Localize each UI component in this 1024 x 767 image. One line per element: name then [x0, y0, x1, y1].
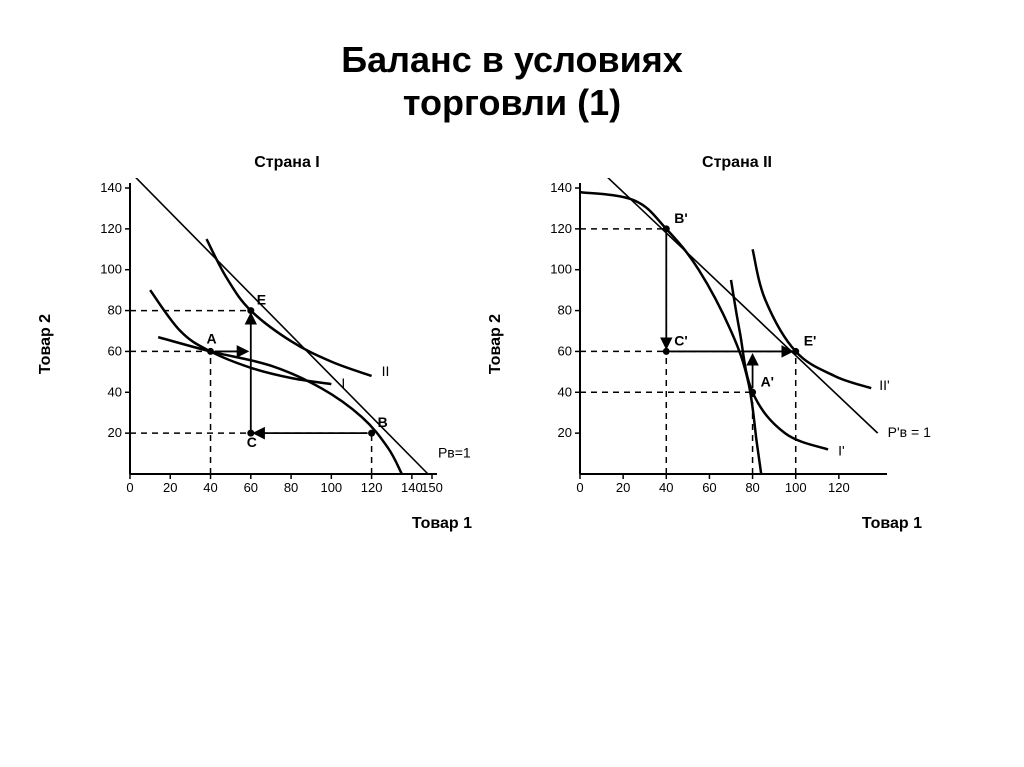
- ppf-curve: [580, 192, 761, 474]
- y-tick-label: 140: [550, 180, 572, 195]
- chart-subtitle: Страна I: [82, 154, 492, 172]
- indifference-curve-1: [150, 291, 331, 385]
- y-tick-label: 100: [550, 262, 572, 277]
- point-A': [749, 389, 756, 396]
- chart-svg: 02040608010012014015020406080100120140AE…: [82, 178, 492, 508]
- x-tick-label: 60: [244, 480, 258, 495]
- point-A: [207, 348, 214, 355]
- y-tick-label: 140: [100, 180, 122, 195]
- annotation: E': [804, 333, 817, 349]
- x-tick-label: 150: [421, 480, 443, 495]
- x-axis-label: Товар 1: [82, 515, 492, 533]
- chart-panel: Товар 2Страна I0204060801001201401502040…: [82, 154, 492, 533]
- annotation: P'в = 1: [888, 425, 931, 441]
- y-tick-label: 100: [100, 262, 122, 277]
- page: Баланс в условиях торговли (1) Товар 2 Ст…: [0, 0, 1024, 767]
- annotation: II': [879, 378, 889, 394]
- y-axis-label: Товар 2: [37, 314, 55, 374]
- y-tick-label: 20: [558, 426, 572, 441]
- y-tick-label: 80: [558, 303, 572, 318]
- y-tick-label: 40: [558, 385, 572, 400]
- annotation: I: [341, 375, 345, 391]
- annotation: C': [674, 333, 687, 349]
- page-title: Баланс в условиях торговли (1): [0, 0, 1024, 124]
- x-tick-label: 0: [126, 480, 133, 495]
- x-axis-label: Товар 1: [532, 515, 942, 533]
- x-tick-label: 40: [203, 480, 217, 495]
- y-tick-label: 40: [108, 385, 122, 400]
- x-tick-label: 100: [785, 480, 807, 495]
- x-tick-label: 20: [163, 480, 177, 495]
- x-tick-label: 80: [284, 480, 298, 495]
- point-B: [368, 430, 375, 437]
- price-line: [580, 178, 878, 433]
- annotation: B: [378, 415, 388, 431]
- annotation: C: [247, 435, 257, 451]
- annotation: Pв=1: [438, 445, 471, 461]
- y-tick-label: 60: [558, 344, 572, 359]
- point-E': [792, 348, 799, 355]
- x-tick-label: 80: [745, 480, 759, 495]
- x-tick-label: 120: [828, 480, 850, 495]
- y-tick-label: 120: [100, 221, 122, 236]
- chart-subtitle: Страна II: [532, 154, 942, 172]
- y-tick-label: 80: [108, 303, 122, 318]
- point-C': [663, 348, 670, 355]
- x-tick-label: 0: [576, 480, 583, 495]
- indifference-curve-2: [753, 250, 872, 389]
- y-tick-label: 60: [108, 344, 122, 359]
- x-tick-label: 40: [659, 480, 673, 495]
- title-line-1: Баланс в условиях: [341, 39, 683, 80]
- annotation: II: [382, 363, 390, 379]
- x-tick-label: 120: [361, 480, 383, 495]
- annotation: I': [838, 443, 845, 459]
- point-B': [663, 226, 670, 233]
- y-tick-label: 120: [550, 221, 572, 236]
- annotation: E: [257, 292, 266, 308]
- y-axis-label: Товар 2: [487, 314, 505, 374]
- y-tick-label: 20: [108, 426, 122, 441]
- annotation: A: [207, 331, 217, 347]
- annotation: B': [674, 210, 687, 226]
- title-line-2: торговли (1): [403, 82, 621, 123]
- ppf-curve: [158, 338, 402, 475]
- x-tick-label: 100: [320, 480, 342, 495]
- x-tick-label: 20: [616, 480, 630, 495]
- chart-panel: Товар 2Страна II020406080100120204060801…: [532, 154, 942, 533]
- chart-row: Товар 2Страна I0204060801001201401502040…: [0, 154, 1024, 533]
- point-E: [247, 307, 254, 314]
- chart-svg: 0 20 40 60 80 100 120 20 40 60 80 100 120 140 B' C' A' E'…: [532, 178, 942, 508]
- x-tick-label: 140: [401, 480, 423, 495]
- x-tick-label: 60: [702, 480, 716, 495]
- annotation: A': [761, 374, 774, 390]
